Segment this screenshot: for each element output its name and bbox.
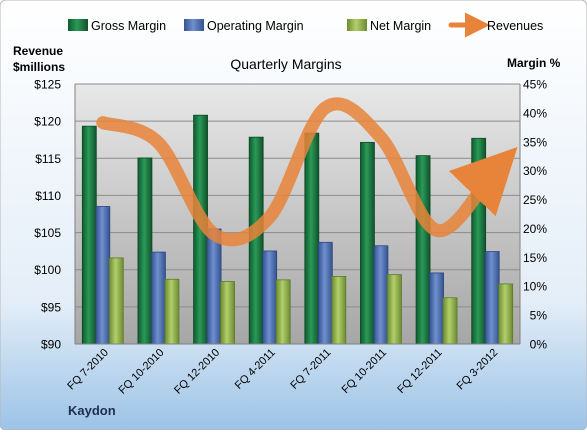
left-axis-tick-label: $95	[41, 300, 61, 314]
bar-net-margin-fq-7-2011	[331, 275, 347, 345]
bar-operating-margin-fq-12-2010	[206, 228, 222, 345]
right-axis-tick-label: 40%	[523, 106, 547, 120]
left-axis-tick-label: $125	[34, 78, 61, 92]
bar-operating-margin-fq-7-2010	[95, 206, 111, 345]
right-axis-tick-label: 25%	[523, 193, 547, 207]
bar-operating-margin-fq-7-2011	[317, 241, 333, 345]
right-axis-tick-label: 45%	[523, 78, 547, 92]
bar-gross-margin-fq-10-2011	[360, 141, 375, 345]
bar-operating-margin-fq-4-2011	[262, 250, 278, 345]
right-axis-tick-label: 30%	[523, 164, 547, 178]
bar-gross-margin-fq-7-2011	[304, 132, 320, 345]
bar-operating-margin-fq-12-2011	[429, 272, 444, 345]
revenues-point-fq-7-2010	[102, 122, 103, 123]
bar-gross-margin-fq-7-2010	[81, 125, 97, 345]
bar-operating-margin-fq-3-2012	[484, 251, 500, 345]
bar-net-margin-fq-12-2011	[442, 297, 458, 345]
revenues-point-fq-4-2011	[269, 216, 270, 217]
legend-swatch-operating-margin	[184, 19, 204, 31]
bar-gross-margin-fq-3-2012	[471, 137, 487, 345]
left-axis-title-line1: Revenue	[13, 44, 63, 58]
revenues-point-fq-10-2010	[158, 142, 159, 143]
revenues-point-fq-3-2012	[492, 173, 493, 174]
revenues-point-fq-7-2011	[325, 107, 326, 108]
bar-net-margin-fq-10-2010	[164, 278, 180, 345]
right-axis-tick-label: 35%	[523, 135, 547, 149]
bar-gross-margin-fq-10-2010	[137, 157, 153, 345]
legend-swatch-gross-margin	[68, 19, 88, 31]
left-axis-tick-label: $115	[35, 152, 61, 166]
chart-title: Quarterly Margins	[230, 56, 341, 72]
bar-net-margin-fq-7-2010	[108, 257, 124, 345]
legend-label-net-margin: Net Margin	[370, 19, 431, 33]
revenues-point-fq-12-2011	[436, 230, 437, 231]
bar-net-margin-fq-3-2012	[498, 283, 514, 345]
right-axis-tick-label: 5%	[530, 309, 548, 323]
bar-operating-margin-fq-10-2010	[151, 251, 166, 345]
right-axis-tick-label: 15%	[523, 251, 547, 265]
revenue-line	[96, 97, 518, 247]
left-axis-title-line2: $millions	[13, 60, 65, 74]
right-axis-title: Margin %	[507, 56, 561, 70]
revenues-point-fq-10-2011	[380, 137, 381, 138]
left-axis-tick-label: $105	[34, 226, 61, 240]
left-axis-tick-label: $90	[41, 338, 61, 352]
legend-swatch-net-margin	[347, 19, 367, 31]
legend-label-operating-margin: Operating Margin	[207, 19, 304, 33]
bar-operating-margin-fq-10-2011	[373, 245, 389, 345]
bar-net-margin-fq-10-2011	[387, 274, 402, 345]
left-axis-tick-label: $120	[34, 115, 61, 129]
company-name: Kaydon	[68, 403, 116, 418]
right-axis-tick-label: 20%	[523, 222, 547, 236]
legend: Gross Margin Operating Margin Net Margin…	[68, 12, 543, 38]
legend-label-gross-margin: Gross Margin	[91, 19, 166, 33]
bar-gross-margin-fq-12-2011	[415, 155, 431, 345]
bar-net-margin-fq-4-2011	[275, 279, 291, 345]
right-axis-tick-label: 0%	[530, 338, 548, 352]
left-axis-tick-label: $110	[35, 189, 61, 203]
bar-net-margin-fq-12-2010	[220, 281, 235, 345]
legend-label-revenues: Revenues	[487, 19, 543, 33]
revenues-point-fq-12-2010	[214, 234, 215, 235]
revenues-line	[96, 97, 518, 247]
right-axis-tick-label: 10%	[523, 280, 547, 294]
left-axis-tick-label: $100	[34, 263, 61, 277]
